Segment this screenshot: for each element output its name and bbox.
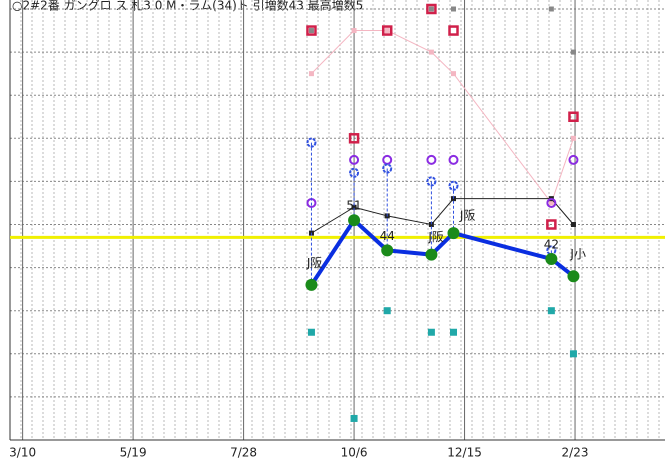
data-label: 51 — [346, 199, 361, 213]
point — [568, 111, 579, 122]
point — [306, 137, 317, 148]
x-tick-label: 10/6 — [341, 446, 368, 460]
point — [428, 222, 434, 227]
point — [426, 154, 437, 165]
point — [546, 197, 557, 208]
point — [426, 176, 437, 187]
point — [428, 49, 434, 55]
x-tick-label: 2/23 — [562, 446, 589, 460]
point — [569, 350, 577, 358]
annotation: J小 — [569, 247, 586, 261]
point — [351, 28, 357, 34]
point — [307, 328, 315, 336]
point — [570, 49, 576, 55]
x-tick-label: 5/19 — [120, 446, 147, 460]
point — [548, 6, 554, 12]
point — [308, 28, 314, 34]
point — [567, 270, 580, 283]
point — [305, 278, 318, 291]
point — [428, 6, 434, 12]
point — [384, 28, 390, 34]
x-tick-label: 7/28 — [230, 446, 257, 460]
annotation: J阪 — [427, 230, 444, 244]
point — [381, 25, 393, 36]
data-label: 44 — [380, 229, 395, 243]
point — [570, 135, 576, 141]
point — [383, 307, 391, 315]
point — [349, 167, 360, 178]
point — [425, 248, 438, 261]
point — [447, 227, 460, 240]
point — [426, 3, 437, 15]
data-label: 42 — [544, 237, 559, 251]
point — [351, 204, 357, 210]
point — [546, 219, 557, 230]
x-tick-label: 3/10 — [9, 446, 36, 460]
point — [448, 25, 459, 36]
point — [348, 214, 361, 227]
point — [308, 71, 314, 77]
annotation: J阪 — [459, 208, 476, 222]
point — [448, 180, 459, 191]
point — [547, 307, 555, 315]
point — [306, 25, 317, 36]
point — [381, 244, 394, 257]
point — [451, 71, 457, 77]
point — [450, 328, 458, 336]
point — [568, 154, 579, 165]
point — [348, 133, 360, 144]
point — [350, 414, 358, 422]
point — [349, 154, 360, 165]
point — [570, 222, 576, 227]
x-tick-label: 12/15 — [447, 446, 482, 460]
point — [448, 154, 459, 165]
point — [382, 163, 393, 174]
point — [545, 252, 558, 265]
point — [451, 6, 457, 12]
point — [427, 328, 435, 336]
annotation: J阪 — [306, 256, 323, 270]
point — [548, 200, 554, 206]
